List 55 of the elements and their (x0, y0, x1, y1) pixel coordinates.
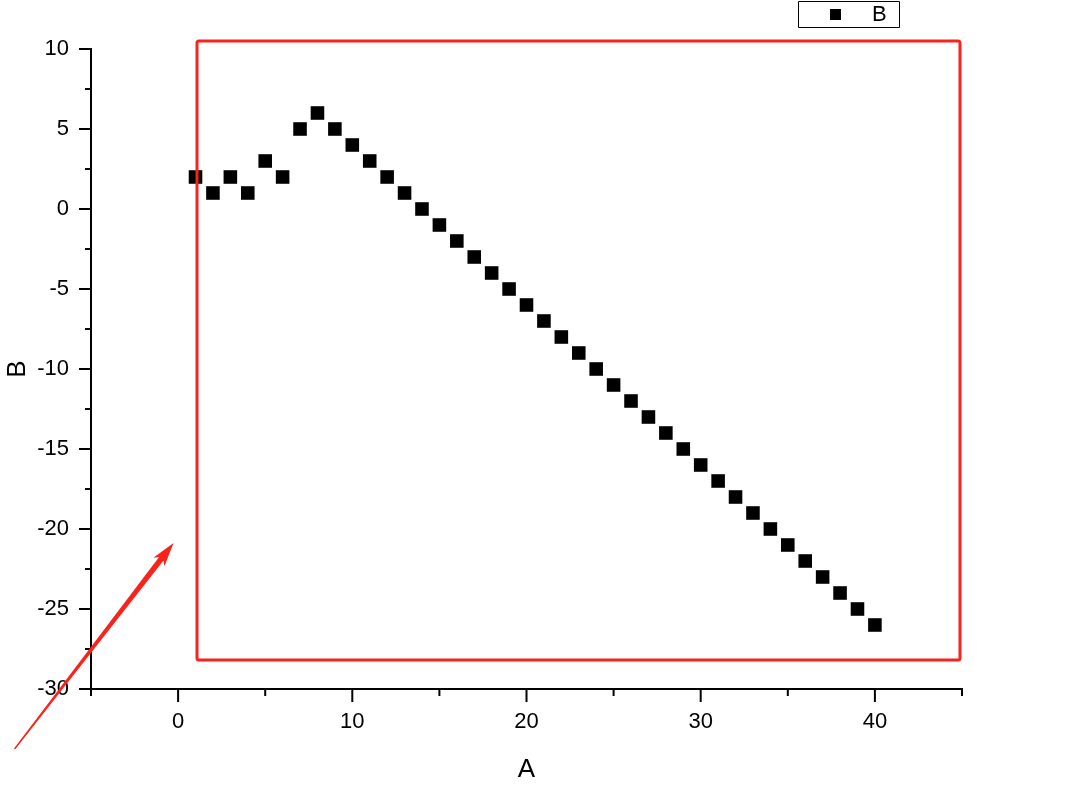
point (711, 474, 725, 488)
y-tick-label: -25 (37, 595, 69, 621)
y-tick-label: -15 (37, 435, 69, 461)
point (397, 186, 412, 200)
point (223, 170, 238, 184)
point (606, 378, 621, 392)
point (328, 122, 342, 136)
point (432, 218, 447, 232)
x-tick-label: 10 (340, 708, 365, 734)
point (781, 538, 795, 552)
point (868, 618, 882, 632)
y-tick-label: 5 (56, 115, 69, 141)
point (537, 314, 551, 328)
point (415, 202, 429, 216)
point (240, 186, 255, 200)
point (258, 154, 272, 168)
point (693, 458, 708, 472)
y-tick-label: 10 (44, 35, 69, 61)
x-tick-label: 20 (514, 708, 539, 734)
point (571, 346, 586, 360)
point (833, 586, 847, 600)
x-tick-label: 40 (862, 708, 888, 734)
y-tick-label: -20 (37, 515, 69, 541)
point (763, 522, 778, 536)
point (624, 394, 638, 408)
point (554, 330, 569, 344)
point (519, 298, 534, 312)
point (293, 122, 307, 136)
point (206, 186, 220, 200)
point (641, 410, 656, 424)
point (275, 170, 290, 184)
point (450, 234, 464, 248)
point (362, 154, 377, 168)
y-tick-label: -5 (49, 275, 69, 301)
y-axis-title: B (0, 360, 31, 378)
x-tick-label: 0 (171, 708, 185, 734)
point (589, 362, 603, 376)
point (676, 442, 691, 456)
point (467, 250, 482, 264)
point (502, 282, 516, 296)
point (746, 506, 760, 520)
y-tick-label: -10 (37, 355, 69, 381)
point (310, 106, 325, 120)
point (659, 426, 673, 440)
point (345, 138, 360, 152)
legend-label: B (872, 1, 887, 27)
x-tick-label: 30 (688, 708, 713, 734)
point (728, 490, 743, 504)
point (484, 266, 499, 280)
y-tick-label: 0 (56, 195, 69, 221)
point (850, 602, 865, 616)
point (380, 170, 394, 184)
point (798, 554, 813, 568)
x-axis-title: A (517, 752, 536, 783)
point (815, 570, 830, 584)
